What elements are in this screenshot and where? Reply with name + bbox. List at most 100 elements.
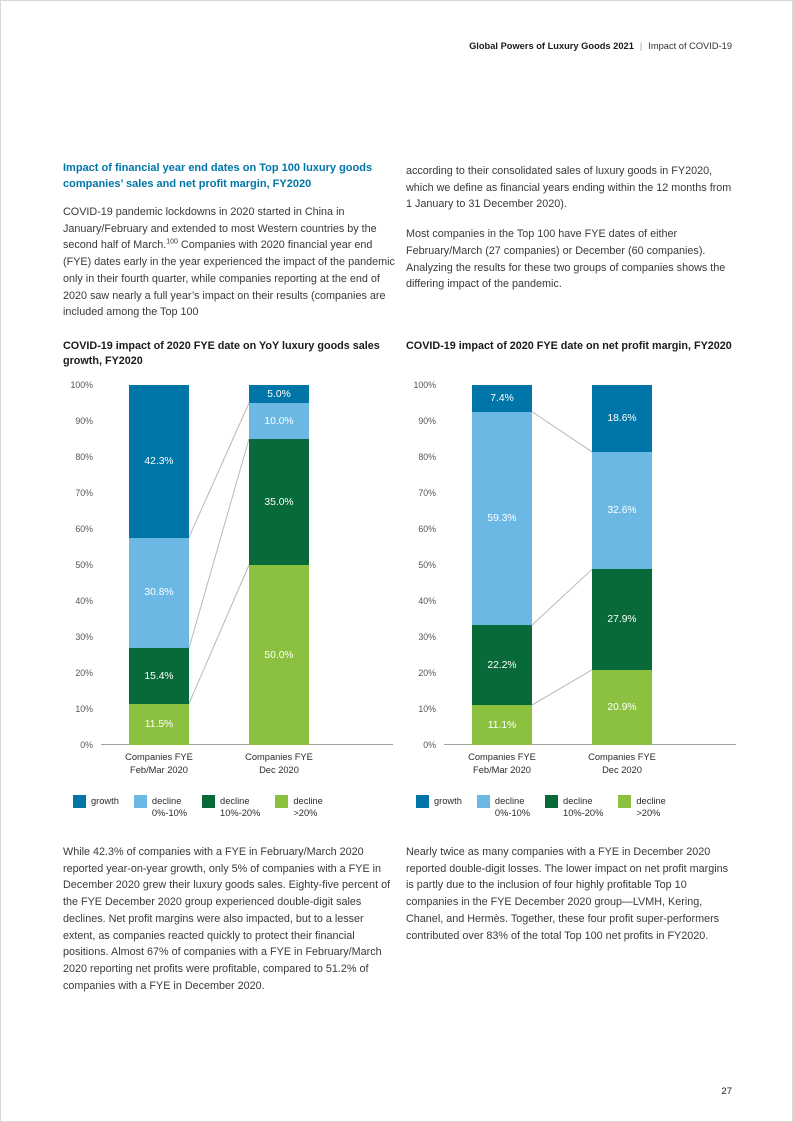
- legend-swatch: [476, 795, 490, 808]
- y-axis-tick-label: 100%: [413, 380, 437, 390]
- segment-connector-lines: [531, 411, 593, 706]
- y-axis-tick-label: 60%: [418, 524, 436, 534]
- category-label: Companies FYE Feb/Mar 2020: [468, 752, 536, 775]
- y-axis-tick-label: 0%: [423, 740, 436, 750]
- y-axis-tick-label: 90%: [75, 416, 93, 427]
- intro-paragraph-right-2: Most companies in the Top 100 have FYE d…: [406, 228, 726, 291]
- y-axis-tick-label: 30%: [75, 632, 93, 643]
- chart-title: COVID-19 impact of 2020 FYE date on net …: [406, 340, 732, 352]
- y-axis-tick-label: 70%: [75, 488, 93, 499]
- legend-swatch: [545, 795, 559, 808]
- legend-label: decline >20%: [293, 796, 323, 819]
- y-axis-tick-label: 10%: [75, 704, 93, 715]
- y-axis-tick-label: 40%: [75, 596, 93, 607]
- legend-label: growth: [91, 796, 119, 807]
- bar-segment-value: 22.2%: [487, 659, 517, 671]
- y-axis-tick-label: 40%: [418, 596, 436, 606]
- intro-paragraph-left-text: COVID-19 pandemic lockdowns in 2020 star…: [63, 205, 377, 252]
- chart-legend: growth decline 0%-10% decline 10%-20% decline…: [73, 795, 395, 819]
- analysis-paragraph-right: Nearly twice as many companies with a FY…: [406, 846, 729, 942]
- bar-segment-value: 50.0%: [264, 649, 294, 661]
- legend-swatch: [73, 795, 86, 809]
- legend-label: decline >20%: [636, 796, 666, 819]
- bar-segment-value: 11.5%: [144, 719, 174, 731]
- chart-category-axis: Companies FYE Feb/Mar 2020 Companies FYE De…: [63, 751, 395, 781]
- x-axis-baseline: [101, 744, 393, 746]
- stacked-bar: 20.9% 27.9% 32.6% 18.6%: [592, 385, 652, 745]
- legend-swatch: [275, 795, 289, 809]
- legend-label: decline 10%-20%: [563, 796, 604, 819]
- bar-segment: 22.2%: [472, 625, 532, 706]
- bar-segment: 11.1%: [472, 705, 532, 745]
- bar-segment-value: 18.6%: [607, 412, 637, 424]
- y-axis-tick-label: 50%: [75, 560, 93, 571]
- bar-segment-value: 7.4%: [490, 392, 514, 404]
- legend-item: decline 10%-20%: [202, 795, 260, 819]
- bar-segment-value: 15.4%: [144, 670, 174, 682]
- bar-segment-value: 27.9%: [607, 614, 637, 626]
- chart-category-axis: Companies FYE Feb/Mar 2020 Companies FYE De…: [406, 751, 738, 781]
- y-axis-tick-label: 60%: [75, 524, 93, 535]
- legend-label: decline 0%-10%: [494, 796, 531, 819]
- y-axis-tick-label: 20%: [418, 668, 436, 678]
- category-label: Companies FYE Dec 2020: [588, 752, 656, 775]
- bar-segment-value: 20.9%: [607, 701, 637, 713]
- analysis-paragraph-left: While 42.3% of companies with a FYE in F…: [63, 846, 391, 992]
- article-heading: Impact of financial year end dates on To…: [63, 162, 373, 190]
- intro-column-left: Impact of financial year end dates on To…: [63, 161, 395, 334]
- category-label: Companies FYE Dec 2020: [245, 752, 313, 775]
- bar-segment: 32.6%: [592, 451, 652, 570]
- bar-segment-value: 32.6%: [607, 505, 637, 517]
- bar-segment-value: 42.3%: [144, 455, 174, 467]
- report-title: Global Powers of Luxury Goods 2021: [469, 41, 634, 51]
- legend-swatch: [202, 795, 216, 809]
- y-axis-tick-label: 50%: [418, 560, 436, 570]
- chart-plot-area: 0% 10% 20% 30% 40% 50% 60% 70% 80% 90% 100% 11.1% 22…: [406, 380, 738, 750]
- intro-column-right: according to their consolidated sales of…: [406, 163, 736, 306]
- legend-swatch: [618, 795, 632, 808]
- legend-label: growth: [434, 796, 462, 806]
- legend-item: decline >20%: [275, 795, 323, 819]
- bar-segment-value: 10.0%: [264, 415, 294, 427]
- legend-item: decline >20%: [618, 795, 666, 819]
- bar-segment-value: 35.0%: [264, 496, 294, 508]
- bar-segment: 42.3%: [129, 385, 189, 538]
- intro-paragraph-left-continuation: Companies with 2020 financial year end (…: [63, 239, 395, 319]
- legend-item: decline 0%-10%: [133, 795, 188, 819]
- intro-paragraph-right-1: according to their consolidated sales of…: [406, 165, 732, 211]
- y-axis-tick-label: 80%: [418, 452, 436, 462]
- bar-segment-value: 59.3%: [487, 512, 517, 524]
- y-axis-tick-label: 90%: [418, 416, 436, 426]
- bar-segment: 15.4%: [129, 648, 189, 704]
- y-axis-tick-label: 0%: [80, 740, 93, 751]
- bar-segment: 20.9%: [592, 669, 652, 745]
- category-label: Companies FYE Feb/Mar 2020: [125, 752, 193, 775]
- y-axis-tick-label: 10%: [418, 704, 436, 714]
- y-axis-tick-label: 30%: [418, 632, 436, 642]
- footnote-reference: 100: [166, 238, 178, 246]
- bar-segment: 59.3%: [472, 411, 532, 626]
- legend-label: decline 10%-20%: [220, 796, 261, 819]
- legend-item: decline 0%-10%: [476, 795, 531, 819]
- y-axis-tick-label: 80%: [75, 452, 93, 463]
- chart-net-profit-margin: COVID-19 impact of 2020 FYE date on net …: [406, 339, 738, 819]
- legend-swatch: [416, 795, 429, 808]
- bar-segment: 50.0%: [249, 565, 309, 746]
- bar-segment: 10.0%: [249, 403, 309, 440]
- bar-segment: 7.4%: [472, 385, 532, 412]
- bar-segment: 27.9%: [592, 569, 652, 670]
- chart-title: COVID-19 impact of 2020 FYE date on YoY …: [63, 340, 380, 368]
- legend-label: decline 0%-10%: [151, 796, 188, 819]
- intro-paragraph-left: COVID-19 pandemic lockdowns in 2020 star…: [63, 204, 395, 321]
- analysis-column-left: While 42.3% of companies with a FYE in F…: [63, 844, 395, 1008]
- header-divider: |: [639, 41, 643, 51]
- bar-segment-value: 30.8%: [144, 587, 174, 599]
- bar-segment: 35.0%: [249, 439, 309, 566]
- bar-segment: 18.6%: [592, 385, 652, 452]
- stacked-bar: 11.5% 15.4% 30.8% 42.3%: [129, 385, 189, 746]
- legend-item: growth: [416, 795, 462, 819]
- stacked-bar: 11.1% 22.2% 59.3% 7.4%: [472, 385, 532, 745]
- bar-segment-value: 11.1%: [487, 719, 517, 731]
- y-axis-tick-label: 20%: [75, 668, 93, 679]
